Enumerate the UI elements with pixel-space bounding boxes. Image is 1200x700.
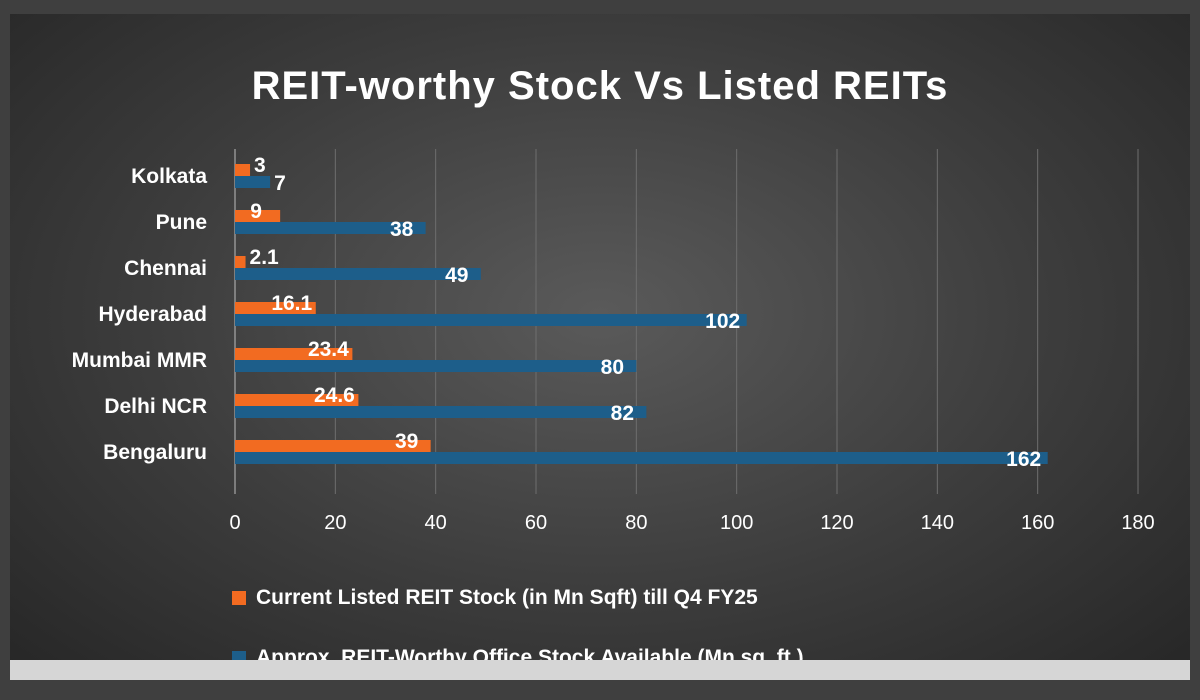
data-label: 80	[601, 356, 624, 379]
x-tick-label: 160	[1021, 512, 1054, 534]
bar-listed	[235, 164, 251, 176]
chart-card: REIT-worthy Stock Vs Listed REITs 0 20 40 6…	[10, 14, 1190, 680]
data-label: 102	[705, 310, 740, 333]
data-label: 82	[611, 402, 634, 425]
bar-available	[235, 406, 647, 418]
data-label: 23.4	[308, 338, 349, 361]
data-label: 9	[250, 200, 262, 223]
bar-available	[235, 268, 481, 280]
data-label: 38	[390, 218, 414, 241]
category-label: Delhi NCR	[104, 395, 207, 418]
data-label: 16.1	[271, 292, 312, 315]
bottom-border	[10, 660, 1190, 680]
category-label: Pune	[156, 211, 207, 234]
x-tick-label: 180	[1121, 512, 1154, 534]
x-tick-label: 140	[921, 512, 954, 534]
data-label: 39	[395, 430, 418, 453]
category-label: Mumbai MMR	[72, 349, 207, 372]
bar-listed	[235, 394, 359, 406]
bar-listed	[235, 210, 281, 222]
bar-listed	[235, 302, 316, 314]
bar-available	[235, 314, 747, 326]
data-label: 24.6	[314, 384, 355, 407]
data-label: 49	[445, 264, 468, 287]
x-tick-label: 120	[820, 512, 853, 534]
bar-available	[235, 222, 426, 234]
x-tick-label: 60	[525, 512, 547, 534]
bar-listed	[235, 256, 246, 268]
bar-available	[235, 452, 1048, 464]
x-tick-label: 80	[625, 512, 647, 534]
category-label: Chennai	[124, 257, 207, 280]
category-label: Bengaluru	[103, 441, 207, 464]
category-label: Kolkata	[131, 165, 207, 188]
x-tick-label: 40	[425, 512, 447, 534]
bar-available	[235, 176, 271, 188]
legend-item-listed: Current Listed REIT Stock (in Mn Sqft) t…	[232, 580, 804, 616]
x-tick-label: 100	[720, 512, 753, 534]
data-label: 2.1	[250, 246, 280, 269]
legend-swatch-listed	[232, 591, 246, 605]
chart-title: REIT-worthy Stock Vs Listed REITs	[251, 64, 949, 108]
data-label: 7	[274, 172, 286, 195]
x-tick-label: 20	[324, 512, 346, 534]
data-label: 162	[1006, 448, 1041, 471]
data-label: 3	[254, 154, 266, 177]
bar-available	[235, 360, 637, 372]
bar-listed	[235, 348, 353, 360]
bar-listed	[235, 440, 431, 452]
category-label: Hyderabad	[98, 303, 207, 326]
legend-label-listed: Current Listed REIT Stock (in Mn Sqft) t…	[256, 586, 758, 609]
x-tick-label: 0	[229, 512, 240, 534]
legend: Current Listed REIT Stock (in Mn Sqft) t…	[232, 580, 804, 700]
